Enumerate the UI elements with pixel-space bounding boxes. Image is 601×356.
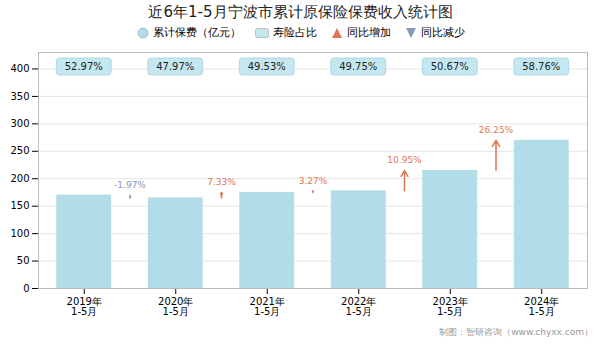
html-text:寿险占比: 寿险占比: [272, 26, 317, 39]
svg-text:100: 100: [10, 228, 29, 239]
html-text:近6年1-5月宁波市累计原保险保费收入统计图: 近6年1-5月宁波市累计原保险保费收入统计图: [148, 3, 453, 21]
svg-text:50.67%: 50.67%: [431, 61, 469, 72]
svg-text:-1.97%: -1.97%: [114, 180, 146, 190]
svg-text:2019年1-5月: 2019年1-5月: [67, 296, 102, 317]
html-text:制图：智研咨询（www.chyxx.com）: 制图：智研咨询（www.chyxx.com）: [439, 327, 593, 337]
svg-text:400: 400: [10, 63, 29, 74]
svg-text:0: 0: [23, 283, 29, 294]
svg-text:350: 350: [10, 91, 29, 102]
svg-text:300: 300: [10, 118, 29, 129]
svg-text:49.53%: 49.53%: [248, 61, 286, 72]
svg-text:10.95%: 10.95%: [387, 155, 422, 165]
svg-text:49.75%: 49.75%: [339, 61, 377, 72]
svg-text:47.97%: 47.97%: [156, 61, 194, 72]
html-text:同比减少: 同比减少: [420, 26, 465, 39]
svg-text:200: 200: [10, 173, 29, 184]
html-text:同比增加: 同比增加: [346, 26, 391, 39]
svg-text:150: 150: [10, 200, 29, 211]
svg-text:58.76%: 58.76%: [522, 61, 560, 72]
svg-text:250: 250: [10, 145, 29, 156]
svg-text:7.33%: 7.33%: [207, 177, 236, 187]
svg-text:2020年1-5月: 2020年1-5月: [158, 296, 193, 317]
svg-text:26.25%: 26.25%: [479, 125, 514, 135]
svg-text:2023年1-5月: 2023年1-5月: [433, 296, 468, 317]
svg-text:3.27%: 3.27%: [299, 176, 328, 186]
svg-text:2021年1-5月: 2021年1-5月: [250, 296, 285, 317]
html-text:累计保费（亿元）: 累计保费（亿元）: [152, 26, 241, 39]
svg-text:50: 50: [17, 255, 30, 266]
svg-text:2024年1-5月: 2024年1-5月: [524, 296, 559, 317]
svg-text:2022年1-5月: 2022年1-5月: [341, 296, 376, 317]
svg-text:52.97%: 52.97%: [65, 61, 103, 72]
